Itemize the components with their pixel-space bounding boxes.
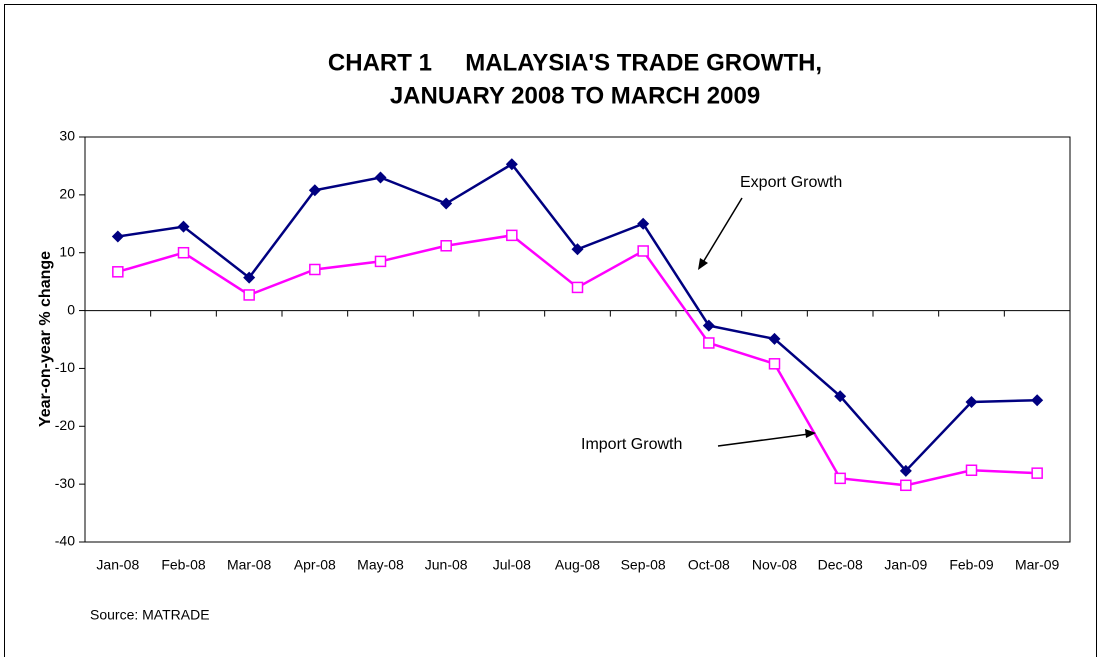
y-tick-label: -40	[55, 533, 75, 549]
marker	[112, 266, 124, 278]
marker	[965, 395, 978, 408]
marker	[243, 289, 255, 301]
marker	[900, 479, 912, 492]
y-tick-label: -20	[55, 417, 75, 433]
x-tick-label: Mar-08	[227, 557, 272, 573]
source: Source: MATRADE	[90, 607, 210, 623]
y-tick-label: -30	[55, 475, 75, 491]
x-tick-label: Aug-08	[555, 557, 600, 573]
marker	[505, 158, 518, 171]
marker	[965, 464, 978, 477]
y-tick-label: 10	[59, 243, 75, 259]
y-axis-label: Year-on-year % change	[37, 251, 54, 427]
chart-title: JANUARY 2008 TO MARCH 2009	[390, 82, 760, 109]
chart-title: CHART 1 MALAYSIA'S TRADE GROWTH,	[328, 49, 822, 76]
x-tick-label: Oct-08	[688, 557, 730, 573]
marker	[768, 332, 781, 345]
marker	[243, 271, 256, 284]
marker	[440, 197, 453, 210]
marker	[571, 281, 584, 294]
arrow	[701, 197, 743, 265]
x-tick-label: Apr-08	[294, 557, 336, 573]
x-tick-label: Jul-08	[493, 557, 531, 573]
x-tick-label: Nov-08	[752, 557, 797, 573]
marker	[768, 358, 781, 370]
marker	[637, 245, 649, 257]
x-tick-label: Feb-09	[949, 557, 994, 573]
marker	[440, 240, 452, 252]
y-tick-label: 0	[67, 301, 75, 317]
plot-area	[84, 136, 1071, 543]
marker	[899, 464, 912, 477]
marker	[702, 319, 715, 332]
x-tick-label: Jun-08	[425, 557, 468, 573]
marker	[374, 171, 387, 184]
arrow-head	[805, 429, 816, 438]
marker	[834, 472, 846, 485]
x-tick-label: Sep-08	[621, 557, 666, 573]
marker	[111, 230, 124, 243]
arrow-head	[698, 258, 708, 270]
marker	[308, 184, 321, 197]
x-tick-label: May-08	[357, 557, 404, 573]
marker	[177, 246, 190, 259]
marker	[703, 337, 715, 349]
arrow	[717, 433, 810, 447]
x-tick-label: Mar-09	[1015, 557, 1060, 573]
marker	[571, 243, 584, 256]
marker	[834, 390, 847, 403]
y-tick-label: -10	[55, 359, 75, 375]
marker	[309, 263, 321, 276]
annotation: Import Growth	[581, 436, 682, 453]
x-tick-label: Dec-08	[818, 557, 863, 573]
y-tick-label: 20	[59, 186, 75, 202]
marker	[374, 255, 387, 268]
marker	[1031, 394, 1044, 407]
y-tick-label: 30	[59, 128, 75, 144]
marker	[506, 229, 518, 242]
marker	[177, 220, 190, 233]
annotation: Export Growth	[740, 174, 842, 191]
frame	[4, 4, 1097, 657]
x-tick-label: Jan-09	[884, 557, 927, 573]
marker	[637, 217, 650, 230]
marker	[1031, 467, 1043, 479]
x-tick-label: Jan-08	[96, 557, 139, 573]
x-tick-label: Feb-08	[161, 557, 206, 573]
